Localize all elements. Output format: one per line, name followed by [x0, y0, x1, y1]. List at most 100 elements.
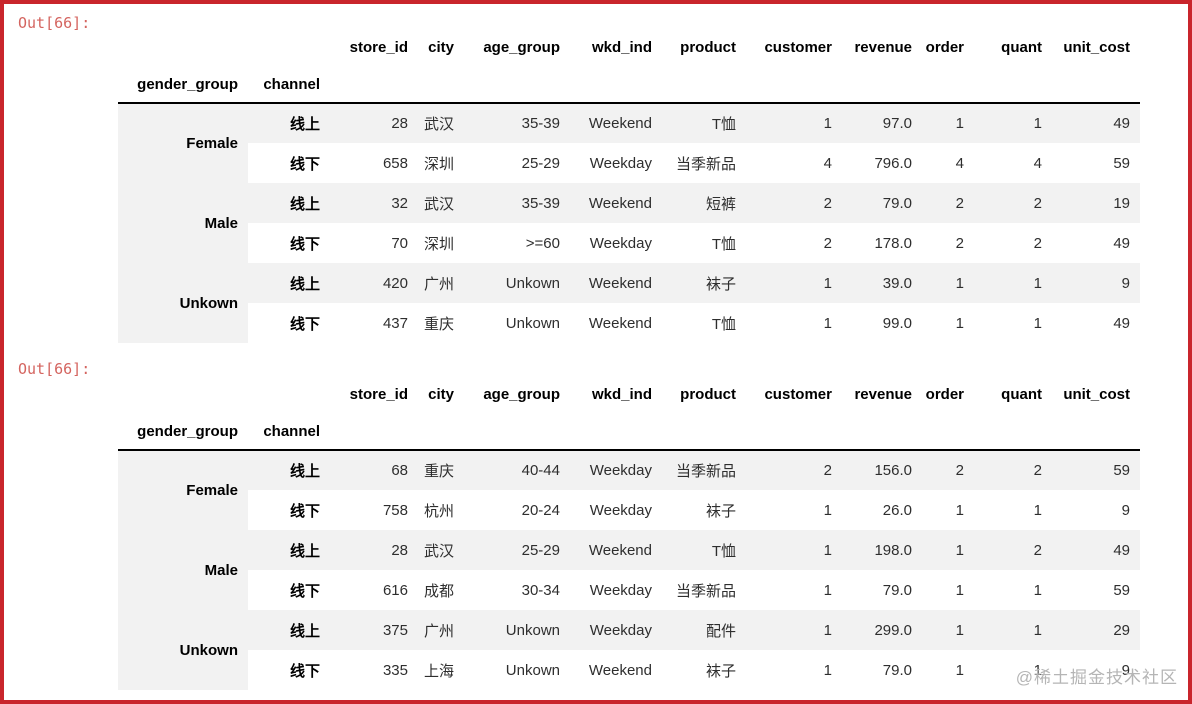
column-header-store_id: store_id [349, 386, 408, 403]
cell-city: 武汉 [423, 195, 454, 213]
row-header-channel: 线下 [289, 502, 320, 520]
cell-store_id: 437 [382, 314, 408, 332]
index-name-gender_group: gender_group [137, 422, 238, 440]
empty-header-cell [662, 413, 746, 450]
table-row: Unkown 线上 420 广州 Unkown Weekend 袜子 1 39.0 1 1 9 [118, 263, 1140, 343]
cell-quant: 1 [1033, 661, 1042, 679]
cell-order: 2 [955, 462, 964, 479]
empty-header-cell [842, 66, 922, 103]
column-header-age_group: age_group [483, 39, 560, 56]
cell-unit_cost: 49 [1113, 314, 1130, 332]
cell-quant: 1 [1033, 115, 1042, 132]
cell-unit_cost: 19 [1113, 194, 1130, 212]
cell-age_group: Unkown [505, 274, 560, 292]
row-header-channel: 线上 [289, 542, 320, 560]
cell-city: 深圳 [423, 235, 454, 253]
cell-revenue: 79.0 [882, 194, 912, 212]
cell-age_group: 25-29 [521, 541, 560, 559]
cell-city: 重庆 [423, 463, 454, 480]
dataframe-table-2: store_id city age_group wkd_ind product custo… [118, 376, 1140, 690]
cell-wkd_ind: Weekend [588, 194, 652, 212]
table-row: 线下 616 成都 30-34 Weekday 当季新品 1 79.0 1 1 59 [118, 570, 1140, 610]
column-header-quant: quant [1001, 39, 1042, 56]
cell-revenue: 299.0 [874, 621, 912, 639]
cell-unit_cost: 59 [1113, 462, 1130, 479]
cell-product: T恤 [711, 116, 736, 133]
cell-wkd_ind: Weekday [589, 462, 652, 479]
cell-product: T恤 [711, 542, 736, 560]
cell-store_id: 32 [391, 194, 408, 212]
cell-wkd_ind: Weekday [589, 234, 652, 252]
cell-city: 深圳 [423, 155, 454, 173]
cell-city: 重庆 [423, 315, 454, 333]
cell-quant: 2 [1033, 194, 1042, 212]
cell-revenue: 26.0 [882, 501, 912, 519]
empty-header-cell [1052, 413, 1140, 450]
cell-product: 当季新品 [675, 155, 736, 173]
cell-customer: 1 [823, 541, 832, 559]
cell-unit_cost: 59 [1113, 154, 1130, 172]
cell-order: 1 [955, 661, 964, 679]
column-header-row: store_id city age_group wkd_ind product custo… [118, 29, 1140, 66]
empty-header-cell [922, 413, 974, 450]
cell-age_group: >=60 [525, 234, 560, 252]
cell-store_id: 420 [382, 274, 408, 292]
cell-unit_cost: 9 [1121, 501, 1130, 519]
column-header-order: order [925, 39, 964, 56]
cell-city: 上海 [423, 662, 454, 680]
cell-age_group: 35-39 [521, 115, 560, 132]
cell-quant: 1 [1033, 274, 1042, 292]
table-row: 线下 758 杭州 20-24 Weekday 袜子 1 26.0 1 1 9 [118, 490, 1140, 530]
empty-header-cell [248, 376, 330, 413]
cell-age_group: 20-24 [521, 501, 560, 519]
empty-header-cell [248, 29, 330, 66]
cell-customer: 2 [823, 462, 832, 479]
table-row: 线下 70 深圳 >=60 Weekday T恤 2 178.0 2 2 49 [118, 223, 1140, 263]
empty-header-cell [746, 413, 842, 450]
row-header-channel: 线下 [289, 582, 320, 600]
cell-customer: 1 [823, 274, 832, 292]
empty-header-cell [842, 413, 922, 450]
empty-header-cell [570, 413, 662, 450]
cell-customer: 4 [823, 154, 832, 172]
index-name-gender_group: gender_group [137, 75, 238, 93]
table-row: 线下 437 重庆 Unkown Weekend T恤 1 99.0 1 1 49 [118, 303, 1140, 343]
cell-store_id: 68 [391, 462, 408, 479]
index-name-channel: channel [263, 75, 320, 93]
cell-order: 4 [955, 154, 964, 172]
cell-wkd_ind: Weekday [589, 501, 652, 519]
row-header-channel: 线上 [289, 622, 320, 640]
column-header-city: city [428, 386, 454, 403]
row-header-gender: Female [118, 103, 248, 183]
cell-city: 成都 [423, 582, 454, 600]
row-header-gender: Female [118, 450, 248, 530]
column-header-revenue: revenue [854, 39, 912, 56]
cell-store_id: 616 [382, 581, 408, 599]
cell-age_group: Unkown [505, 621, 560, 639]
cell-store_id: 335 [382, 661, 408, 679]
empty-header-cell [570, 66, 662, 103]
row-header-gender: Unkown [118, 263, 248, 343]
column-header-unit_cost: unit_cost [1063, 386, 1130, 403]
empty-header-cell [922, 66, 974, 103]
empty-header-cell [662, 66, 746, 103]
table-row: 线下 335 上海 Unkown Weekend 袜子 1 79.0 1 1 9 [118, 650, 1140, 690]
cell-city: 杭州 [423, 502, 454, 520]
column-header-order: order [925, 386, 964, 403]
table-row: Male 线上 32 武汉 35-39 Weekend 短裤 2 79.0 2 2 19 [118, 183, 1140, 263]
cell-unit_cost: 49 [1113, 541, 1130, 559]
cell-revenue: 198.0 [874, 541, 912, 559]
column-header-product: product [680, 39, 736, 56]
empty-header-cell [464, 413, 570, 450]
cell-product: 当季新品 [675, 463, 736, 480]
cell-order: 1 [955, 274, 964, 292]
row-header-channel: 线下 [289, 235, 320, 253]
empty-header-cell [746, 66, 842, 103]
column-header-product: product [680, 386, 736, 403]
cell-revenue: 39.0 [882, 274, 912, 292]
row-header-channel: 线下 [289, 315, 320, 333]
table-body: Female 线上 68 重庆 40-44 Weekday 当季新品 2 156.0 2 2 59 线下… [118, 450, 1140, 690]
column-header-customer: customer [764, 386, 832, 403]
cell-wkd_ind: Weekend [588, 314, 652, 332]
